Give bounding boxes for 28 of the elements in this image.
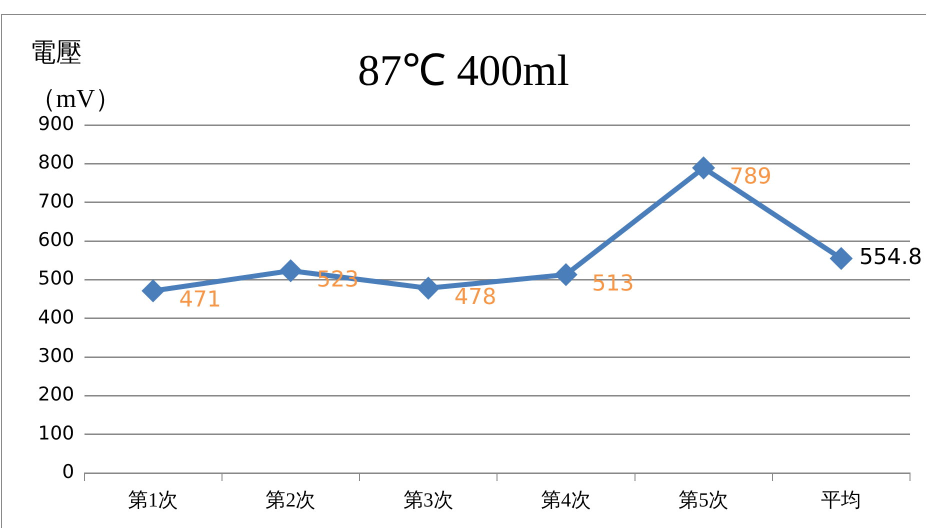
y-tick-label: 0 — [62, 460, 74, 483]
point — [418, 278, 439, 299]
point — [280, 260, 302, 282]
point — [142, 280, 164, 302]
y-axis-title: 電壓（mV） — [30, 37, 121, 115]
y-tick-label: 300 — [38, 344, 74, 367]
y-tick-label: 400 — [38, 306, 74, 328]
chart-title: 87℃ 400ml — [358, 46, 570, 95]
y-tick-label: 900 — [38, 112, 74, 135]
data-label: 471 — [179, 288, 222, 313]
x-tick-label: 第3次 — [403, 489, 454, 512]
point — [555, 264, 576, 286]
point — [830, 248, 852, 269]
y-tick-label: 500 — [38, 268, 74, 290]
x-tick-label: 第2次 — [266, 489, 316, 512]
x-tick-label: 第4次 — [540, 489, 591, 512]
data-label: 789 — [730, 164, 772, 190]
x-tick-label: 第1次 — [128, 489, 178, 512]
point — [693, 157, 714, 178]
y-tick-label: 600 — [38, 228, 74, 251]
x-tick-label: 第5次 — [678, 489, 729, 512]
y-tick-label: 100 — [38, 422, 74, 444]
data-label: 478 — [454, 284, 496, 310]
x-tick-label: 平均 — [821, 489, 862, 512]
y-tick-label: 700 — [38, 190, 74, 212]
y-tick-label: 800 — [38, 152, 74, 174]
annotation: 554.8 — [859, 245, 922, 270]
y-tick-label: 200 — [38, 384, 74, 406]
